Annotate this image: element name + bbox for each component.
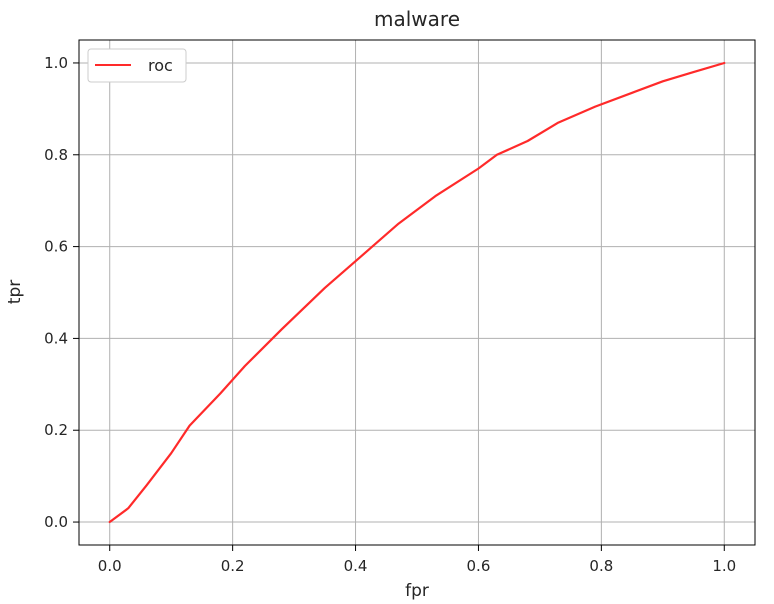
plot-area bbox=[108, 61, 726, 524]
legend-box bbox=[87, 48, 187, 83]
legend-label-roc: roc bbox=[148, 56, 173, 75]
x-axis-label: fpr bbox=[405, 581, 429, 601]
x-tick-label: 0.2 bbox=[221, 557, 245, 575]
y-tick-label: 0.8 bbox=[44, 146, 68, 164]
x-tick-label: 0.8 bbox=[589, 557, 613, 575]
y-axis-label: tpr bbox=[5, 280, 25, 304]
chart-title: malware bbox=[374, 7, 460, 31]
y-tick-label: 0.2 bbox=[44, 421, 68, 439]
ticks: 0.0 0.2 0.4 0.6 0.8 1.0 0.0 0.2 0.4 0.6 0.8 1.0 bbox=[44, 54, 736, 575]
x-tick-label: 0.6 bbox=[467, 557, 491, 575]
y-tick-label: 0.4 bbox=[44, 329, 68, 347]
legend: roc bbox=[87, 48, 187, 83]
x-tick-label: 0.0 bbox=[98, 557, 122, 575]
y-tick-label: 0.0 bbox=[44, 513, 68, 531]
series-line-roc bbox=[108, 61, 726, 524]
y-tick-label: 0.6 bbox=[44, 238, 68, 256]
x-tick-label: 0.4 bbox=[344, 557, 368, 575]
grid bbox=[79, 40, 755, 545]
axes-frame bbox=[78, 39, 756, 546]
y-tick-label: 1.0 bbox=[44, 54, 68, 72]
x-tick-label: 1.0 bbox=[712, 557, 736, 575]
